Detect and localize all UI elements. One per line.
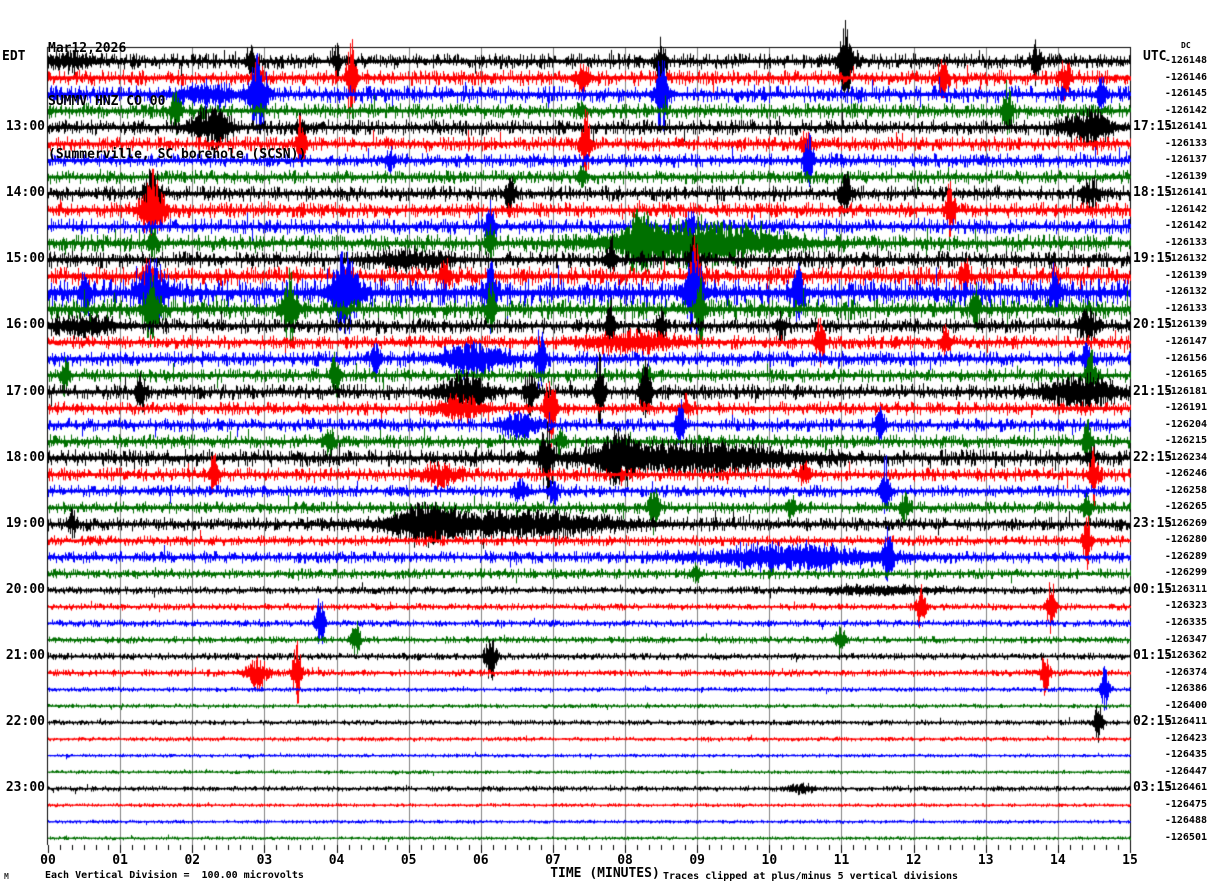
edt-hour-label: 15:00 xyxy=(5,251,45,267)
trace-offset-value: -126299 xyxy=(1164,567,1207,579)
x-tick-label: 02 xyxy=(184,853,201,868)
utc-time-label: 23:15 xyxy=(1133,515,1173,531)
x-tick-label: 06 xyxy=(472,853,489,868)
trace-offset-value: -126133 xyxy=(1164,137,1207,149)
x-tick-label: 05 xyxy=(400,853,417,868)
trace-offset-value: -126269 xyxy=(1164,517,1207,529)
edt-hour-label: 18:00 xyxy=(5,449,45,465)
trace-offset-value: -126386 xyxy=(1164,683,1207,695)
trace-offset-value: -126145 xyxy=(1164,88,1207,100)
trace-offset-value: -126488 xyxy=(1164,815,1207,827)
trace-offset-value: -126475 xyxy=(1164,798,1207,810)
title-date: Mar12,2026 xyxy=(48,41,127,56)
x-tick-label: 04 xyxy=(328,853,345,868)
edt-axis-label: EDT xyxy=(2,49,26,64)
trace-offset-value: -126215 xyxy=(1164,435,1207,447)
utc-time-label: 18:15 xyxy=(1133,185,1173,201)
utc-time-label: 21:15 xyxy=(1133,383,1173,399)
page-title: Mar12,2026 SUMMV HNZ CO 00 (Summerville,… xyxy=(48,3,306,200)
x-tick-label: 10 xyxy=(761,853,778,868)
x-tick-label: 15 xyxy=(1122,853,1138,868)
x-tick-label: 12 xyxy=(905,853,922,868)
utc-time-label: 17:15 xyxy=(1133,119,1173,135)
trace-offset-value: -126323 xyxy=(1164,600,1207,612)
trace-offset-value: -126423 xyxy=(1164,732,1207,744)
trace-offset-value: -126289 xyxy=(1164,550,1207,562)
trace-offset-value: -126139 xyxy=(1164,269,1207,281)
trace-offset-value: -126191 xyxy=(1164,402,1207,414)
trace-offset-value: -126141 xyxy=(1164,121,1207,133)
trace-offset-value: -126133 xyxy=(1164,302,1207,314)
trace-offset-value: -126311 xyxy=(1164,583,1207,595)
trace-offset-value: -126204 xyxy=(1164,418,1207,430)
footnote-vertical-division: Each Vertical Division = 100.00 microvol… xyxy=(45,870,304,881)
trace-offset-value: -126258 xyxy=(1164,484,1207,496)
x-tick-label: 13 xyxy=(977,853,994,868)
utc-time-label: 01:15 xyxy=(1133,648,1173,664)
x-tick-label: 00 xyxy=(40,853,56,868)
title-location: (Summerville, SC borehole (SCSN)) xyxy=(48,147,307,162)
trace-offset-value: -126246 xyxy=(1164,468,1207,480)
trace-offset-value: -126147 xyxy=(1164,336,1207,347)
utc-time-label: 20:15 xyxy=(1133,317,1173,333)
trace-offset-value: -126265 xyxy=(1164,501,1207,513)
trace-offset-value: -126347 xyxy=(1164,633,1207,645)
trace-offset-value: -126142 xyxy=(1164,203,1207,215)
trace-offset-value: -126146 xyxy=(1164,71,1207,83)
trace-offset-value: -126165 xyxy=(1164,369,1207,381)
trace-offset-value: -126181 xyxy=(1164,385,1207,397)
trace-offset-value: -126280 xyxy=(1164,534,1207,546)
utc-time-label: 02:15 xyxy=(1133,714,1173,730)
trace-offset-value: -126374 xyxy=(1164,666,1207,678)
x-tick-label: 03 xyxy=(256,853,273,868)
edt-hour-label: 22:00 xyxy=(5,714,45,730)
dc-offset-label: DC xyxy=(1181,41,1191,50)
trace-offset-value: -126141 xyxy=(1164,187,1207,199)
trace-offset-value: -126234 xyxy=(1164,451,1207,463)
x-axis-title: TIME (MINUTES) xyxy=(550,866,660,881)
trace-offset-value: -126435 xyxy=(1164,749,1207,761)
trace-offset-value: -126139 xyxy=(1164,170,1207,182)
edt-hour-label: 21:00 xyxy=(5,648,45,664)
utc-time-label: 22:15 xyxy=(1133,449,1173,465)
edt-hour-label: 20:00 xyxy=(5,581,45,597)
trace-offset-value: -126447 xyxy=(1164,765,1207,777)
utc-time-label: 00:15 xyxy=(1133,581,1173,597)
trace-offset-value: -126148 xyxy=(1164,55,1207,66)
x-tick-label: 11 xyxy=(833,853,850,868)
trace-offset-value: -126132 xyxy=(1164,286,1207,298)
title-station: SUMMV HNZ CO 00 xyxy=(48,94,166,109)
trace-offset-value: -126137 xyxy=(1164,154,1207,166)
trace-offset-value: -126132 xyxy=(1164,253,1207,265)
edt-hour-label: 23:00 xyxy=(5,780,45,796)
trace-offset-value: -126461 xyxy=(1164,782,1207,794)
edt-hour-label: 19:00 xyxy=(5,515,45,531)
trace-offset-value: -126501 xyxy=(1164,831,1207,843)
trace-offset-value: -126362 xyxy=(1164,650,1207,662)
x-tick-label: 01 xyxy=(112,853,128,868)
trace-offset-value: -126411 xyxy=(1164,716,1207,728)
trace-offset-value: -126133 xyxy=(1164,236,1207,248)
trace-offset-value: -126139 xyxy=(1164,319,1207,331)
trace-offset-value: -126335 xyxy=(1164,617,1207,629)
utc-time-label: 03:15 xyxy=(1133,780,1173,796)
edt-hour-label: 17:00 xyxy=(5,383,45,399)
footnote-clipping: Traces clipped at plus/minus 5 vertical … xyxy=(663,871,959,882)
trace-offset-value: -126142 xyxy=(1164,104,1207,116)
trace-offset-value: -126156 xyxy=(1164,352,1207,364)
utc-time-label: 19:15 xyxy=(1133,251,1173,267)
edt-hour-label: 16:00 xyxy=(5,317,45,333)
x-tick-label: 07 xyxy=(545,853,561,868)
trace-offset-value: -126142 xyxy=(1164,220,1207,232)
x-tick-label: 14 xyxy=(1050,853,1066,868)
edt-hour-label: 13:00 xyxy=(5,119,45,135)
x-tick-label: 08 xyxy=(617,853,633,868)
x-tick-label: 09 xyxy=(689,853,706,868)
utc-axis-label: UTC xyxy=(1143,49,1167,64)
edt-hour-label: 14:00 xyxy=(5,185,45,201)
watermark-mark: M xyxy=(4,872,9,881)
trace-offset-value: -126400 xyxy=(1164,699,1207,711)
